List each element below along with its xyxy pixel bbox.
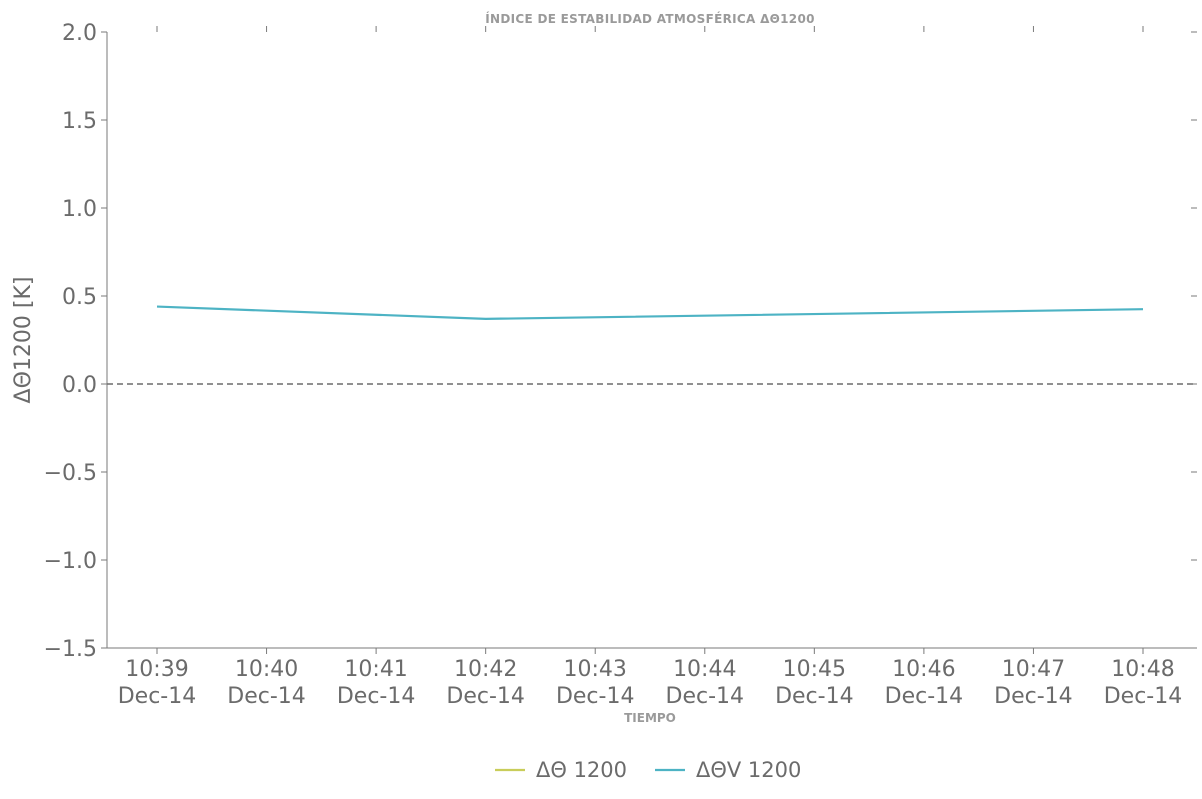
x-tick-label-time: 10:46 bbox=[892, 657, 955, 682]
chart-title: ÍNDICE DE ESTABILIDAD ATMOSFÉRICA ΔΘ1200 bbox=[485, 11, 815, 26]
y-tick-label: 1.5 bbox=[62, 109, 97, 134]
x-tick-label-time: 10:40 bbox=[235, 657, 298, 682]
y-tick-label: −1.5 bbox=[44, 637, 97, 662]
x-tick-label-time: 10:47 bbox=[1002, 657, 1065, 682]
x-tick-label-time: 10:41 bbox=[344, 657, 407, 682]
x-tick-label-date: Dec-14 bbox=[885, 684, 964, 709]
y-tick-label: 0.0 bbox=[62, 373, 97, 398]
x-tick-label-date: Dec-14 bbox=[337, 684, 416, 709]
x-tick-label-date: Dec-14 bbox=[994, 684, 1073, 709]
legend-label: ΔΘV 1200 bbox=[696, 758, 801, 782]
y-tick-label: −0.5 bbox=[44, 461, 97, 486]
x-tick-label-date: Dec-14 bbox=[118, 684, 197, 709]
x-tick-label-time: 10:44 bbox=[673, 657, 736, 682]
series-group bbox=[156, 305, 1144, 320]
x-tick-label-date: Dec-14 bbox=[1104, 684, 1183, 709]
series-line-ΔΘV-1200 bbox=[156, 305, 1144, 320]
x-tick-label-time: 10:43 bbox=[564, 657, 627, 682]
y-tick-label: 1.0 bbox=[62, 197, 97, 222]
x-tick-label-date: Dec-14 bbox=[227, 684, 306, 709]
x-tick-label-time: 10:42 bbox=[454, 657, 517, 682]
legend: ΔΘ 1200 ΔΘV 1200 bbox=[495, 758, 801, 782]
y-tick-label: −1.0 bbox=[44, 549, 97, 574]
y-tick-label: 2.0 bbox=[62, 21, 97, 46]
y-ticks: 2.0 1.5 1.0 0.5 0.0 −0.5 −1.0 −1.5 bbox=[44, 21, 1197, 662]
legend-label: ΔΘ 1200 bbox=[536, 758, 627, 782]
x-tick-label-date: Dec-14 bbox=[775, 684, 854, 709]
x-ticks: 10:39Dec-1410:40Dec-1410:41Dec-1410:42De… bbox=[118, 26, 1183, 709]
x-tick-label-date: Dec-14 bbox=[666, 684, 745, 709]
x-tick-label-date: Dec-14 bbox=[556, 684, 635, 709]
y-axis-label: ΔΘ1200 [K] bbox=[11, 277, 36, 404]
x-tick-label-time: 10:45 bbox=[783, 657, 846, 682]
x-tick-label-time: 10:39 bbox=[125, 657, 188, 682]
x-tick-label-time: 10:48 bbox=[1111, 657, 1174, 682]
axes bbox=[106, 32, 1197, 649]
x-axis-label: TIEMPO bbox=[624, 711, 676, 725]
y-tick-label: 0.5 bbox=[62, 285, 97, 310]
x-tick-label-date: Dec-14 bbox=[446, 684, 525, 709]
